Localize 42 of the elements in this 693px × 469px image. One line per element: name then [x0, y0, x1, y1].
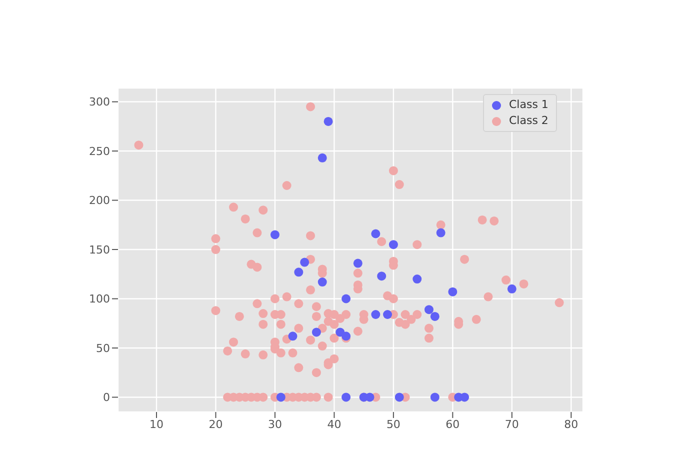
y-tick-label: 200: [89, 194, 110, 208]
point: [383, 310, 392, 320]
point: [276, 392, 286, 402]
point: [312, 328, 321, 337]
point: [324, 116, 333, 126]
point: [412, 274, 422, 284]
point: [353, 258, 362, 268]
point: [342, 294, 351, 304]
point: [507, 284, 516, 294]
legend-label: Class 1: [509, 97, 548, 113]
x-tick-label: 40: [327, 418, 342, 431]
y-tick-label: 100: [89, 292, 110, 306]
point: [394, 392, 404, 402]
point: [318, 153, 327, 162]
y-tick-label: 0: [103, 391, 110, 404]
x-tick-label: 80: [564, 418, 578, 431]
point: [377, 272, 386, 281]
y-tick-label: 50: [96, 342, 110, 355]
y-tick-label: 250: [89, 144, 110, 158]
point: [288, 332, 298, 341]
point: [388, 240, 398, 250]
x-tick-label: 10: [150, 418, 164, 431]
point: [371, 310, 380, 320]
point: [430, 312, 440, 321]
x-tick-label: 70: [504, 418, 519, 431]
x-tick-label: 60: [446, 418, 460, 431]
x-tick-label: 30: [268, 418, 282, 431]
point: [342, 392, 351, 402]
point: [448, 287, 458, 296]
point: [436, 228, 446, 238]
point: [294, 268, 304, 277]
point: [430, 392, 440, 402]
x-tick-label: 50: [386, 418, 400, 431]
point: [424, 305, 434, 314]
point: [318, 278, 327, 287]
point: [371, 229, 380, 238]
legend-label: Class 2: [509, 113, 548, 129]
point: [300, 258, 310, 267]
y-tick-label: 300: [89, 96, 110, 109]
x-tick-label: 20: [208, 418, 223, 431]
y-tick-label: 150: [89, 243, 110, 256]
point: [270, 230, 280, 240]
